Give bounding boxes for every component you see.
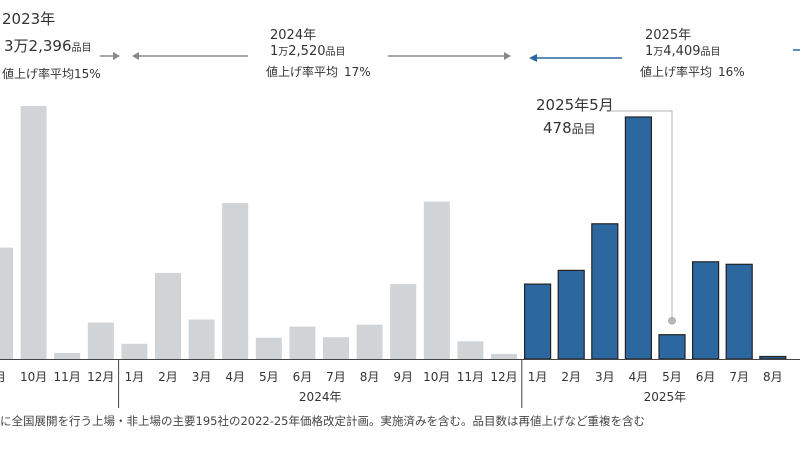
year-label-2024: 2024年 [299,390,342,404]
bar-17 [557,269,585,360]
annual-range-arrows [100,49,800,62]
tick-label-10: 7月 [326,370,346,384]
bar-6 [188,319,215,359]
bar-15 [491,353,517,359]
bar-14 [457,341,484,359]
bar-0 [0,247,13,359]
tick-label-23: 8月 [763,370,783,384]
tick-label-3: 12月 [87,370,114,384]
bar-13 [423,201,450,359]
tick-label-17: 2月 [561,370,581,384]
year-2025-rate: 値上げ率平均 16% [640,65,745,79]
year-2025-count: 1万4,409品目 [645,44,721,59]
year-2024-count: 1万2,520品目 [270,44,346,59]
bar-11 [356,324,383,359]
tick-label-7: 4月 [225,370,245,384]
tick-label-5: 2月 [158,370,178,384]
bar-4 [121,343,148,359]
tick-label-12: 9月 [393,370,413,384]
tick-label-8: 5月 [259,370,279,384]
tick-label-20: 5月 [662,370,682,384]
callout-line [610,110,673,321]
year-2023-rate: 値上げ率平均15% [2,67,101,81]
bar-16 [523,283,552,360]
bar-7 [222,203,249,359]
bar-2 [54,352,81,359]
bar-12 [390,284,417,359]
tick-label-14: 11月 [457,370,484,384]
bar-8 [255,337,282,359]
tick-label-21: 6月 [696,370,716,384]
bar-chart: 月 10月 11月 12月 1月 2月 3月 4月 5月 6月 7月 8月 9月 10月 11月 12月 1月 2… [0,49,800,408]
callout-value: 478品目 [543,119,596,137]
arrow-2024 [132,52,511,60]
bar-19 [624,116,653,360]
tick-label-6: 3月 [192,370,212,384]
callout-month: 2025年5月 [536,96,614,114]
tick-label-11: 8月 [360,370,380,384]
bar-series [0,105,787,360]
bar-1 [20,105,47,360]
bar-5 [155,272,181,359]
year-2024-label: 2024年 [270,28,317,43]
bar-10 [323,337,349,359]
tick-label-2: 11月 [54,370,81,384]
year-label-2025: 2025年 [644,390,687,404]
x-axis: 月 10月 11月 12月 1月 2月 3月 4月 5月 6月 7月 8月 9月 10月 11月 12月 1月 2… [0,359,800,408]
callout-leader [610,110,676,325]
callout-dot [668,316,676,325]
year-2024-rate: 値上げ率平均 17% [266,65,371,79]
bar-9 [289,326,316,359]
tick-label-15: 12月 [490,370,517,384]
footnote: に全国展開を行う上場・非上場の主要195社の2022-25年価格改定計画。実施済… [0,414,645,428]
tick-label-22: 7月 [729,370,749,384]
year-2023-count: 3万2,396品目 [4,37,92,55]
tick-label-19: 4月 [629,370,649,384]
tick-label-16: 1月 [528,370,548,384]
bar-20 [658,334,686,360]
bar-22 [725,263,753,360]
arrow-2023 [100,52,120,60]
tick-label-13: 10月 [423,370,450,384]
tick-label-0: 月 [0,370,6,384]
tick-label-1: 10月 [20,370,47,384]
tick-label-9: 6月 [293,370,313,384]
tick-label-4: 1月 [125,370,145,384]
year-2023-label: 2023年 [2,10,56,28]
arrow-2025 [529,49,800,62]
year-2025-label: 2025年 [645,28,692,43]
bar-23 [759,355,787,360]
bar-21 [691,261,720,360]
bar-3 [87,322,114,359]
tick-label-18: 3月 [595,370,615,384]
bar-18 [591,223,619,360]
